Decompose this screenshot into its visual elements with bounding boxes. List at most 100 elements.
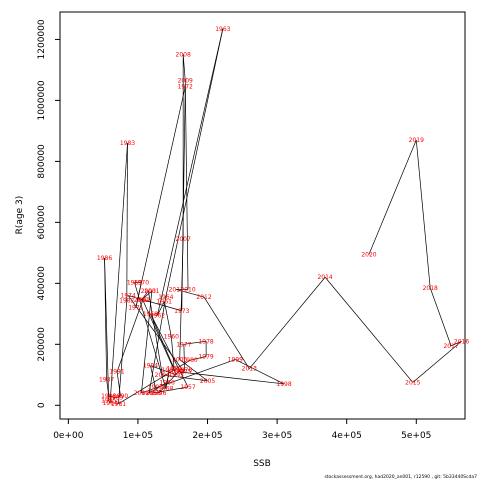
series-segment — [429, 287, 452, 346]
series-segment — [249, 277, 326, 369]
point-label: 1967 — [162, 367, 177, 374]
point-label: 2009 — [178, 78, 193, 85]
series-segment — [108, 400, 111, 404]
series-segment — [118, 300, 128, 404]
x-tick-label: 0e+00 — [53, 431, 84, 441]
series-segment — [450, 340, 462, 347]
point-label: 2010 — [180, 286, 195, 293]
point-label: 1992 — [135, 297, 150, 304]
point-label: 1982 — [119, 298, 134, 305]
point-label: 2004 — [155, 372, 170, 379]
point-label: 1956 — [146, 390, 161, 397]
point-label: 1993 — [169, 372, 184, 379]
series-segment — [368, 139, 417, 255]
point-label: 2015 — [405, 379, 420, 386]
series-segment — [115, 395, 121, 398]
series-segment — [235, 359, 285, 385]
series-segment — [183, 340, 207, 345]
series-segment — [141, 359, 236, 394]
point-label: 2008 — [176, 52, 191, 59]
series-segment — [126, 143, 128, 301]
y-axis-title: R(age 3) — [15, 196, 25, 235]
series-segment — [178, 371, 285, 385]
series-segment — [127, 295, 185, 372]
series-segment — [415, 140, 431, 288]
x-tick-label: 2e+05 — [192, 431, 222, 441]
series-segment — [176, 289, 205, 298]
series-segment — [158, 371, 179, 394]
point-label: 1981 — [111, 401, 126, 408]
point-label: 1976 — [177, 367, 192, 374]
series-segment — [184, 80, 189, 290]
series-segment — [141, 290, 153, 301]
point-label: 1984 — [102, 400, 117, 407]
series-segment — [412, 340, 462, 383]
point-label: 1988 — [101, 393, 116, 400]
point-label: 2013 — [242, 366, 257, 373]
point-label: 1987 — [99, 376, 114, 383]
point-label: 1969 — [127, 279, 142, 286]
series-segment — [179, 239, 184, 360]
point-label: 2005 — [200, 378, 215, 385]
point-label: 1983 — [120, 140, 135, 147]
series-segment — [179, 359, 208, 382]
series-segment — [150, 313, 189, 388]
series-lines — [104, 28, 462, 405]
point-label: 1979 — [198, 354, 213, 361]
point-label: 1973 — [174, 308, 189, 315]
series-segment — [142, 299, 177, 375]
point-label: 2011 — [169, 286, 184, 293]
point-label: 1997 — [171, 369, 186, 376]
point-label: 2003 — [141, 288, 156, 295]
series-segment — [116, 371, 121, 397]
y-tick-label: 1200000 — [37, 19, 47, 59]
y-tick-label: 200000 — [37, 327, 47, 362]
point-label: 1965 — [141, 390, 156, 397]
series-segment — [183, 370, 185, 372]
x-tick-label: 5e+05 — [401, 431, 431, 441]
point-label: 1964 — [158, 294, 173, 301]
series-segment — [170, 336, 175, 369]
y-tick-label: 1000000 — [37, 80, 47, 120]
point-label: 1990 — [113, 393, 128, 400]
point-label: 1957 — [180, 384, 195, 391]
point-label: 2019 — [409, 137, 424, 144]
point-label: 2002 — [134, 297, 149, 304]
y-tick-label: 400000 — [37, 266, 47, 301]
series-segment — [157, 301, 165, 316]
x-axis: 0e+00 1e+05 2e+05 3e+05 4e+05 5e+05 — [53, 419, 431, 441]
point-label: 1978 — [198, 338, 213, 345]
point-label: 1985 — [101, 398, 116, 405]
series-segment — [153, 386, 189, 394]
series-segment — [150, 313, 175, 369]
point-label: 1994 — [143, 363, 158, 370]
point-label: 1963 — [215, 26, 230, 33]
series-segment — [164, 301, 172, 337]
y-tick-label: 600000 — [37, 205, 47, 240]
point-labels: 1956 1957 1958 1959 1960 1961 1962 1963 1964 1965… — [97, 26, 469, 408]
point-label: 1970 — [134, 279, 149, 286]
point-label: 2014 — [317, 274, 332, 281]
point-label: 1980 — [182, 357, 197, 364]
series-segment — [203, 296, 250, 369]
series-segment — [108, 395, 116, 399]
point-label: 2020 — [361, 251, 376, 258]
series-segment — [135, 86, 186, 308]
series-segment — [190, 356, 207, 361]
point-label: 2000 — [134, 390, 149, 397]
point-label: 1995 — [148, 384, 163, 391]
point-label: 1977 — [176, 341, 191, 348]
series-segment — [134, 282, 167, 389]
series-segment — [141, 290, 153, 394]
point-label: 1998 — [276, 381, 291, 388]
point-label: 2017 — [443, 343, 458, 350]
series-segment — [162, 374, 208, 382]
point-label: 1991 — [109, 369, 124, 376]
footer-note: stockassessment.org, had2020_an001, r125… — [324, 474, 477, 480]
series-segment — [182, 54, 186, 81]
series-segment — [116, 299, 144, 372]
point-label: 1960 — [164, 334, 179, 341]
point-label: 1968 — [158, 386, 173, 393]
point-label: 1966 — [160, 379, 175, 386]
